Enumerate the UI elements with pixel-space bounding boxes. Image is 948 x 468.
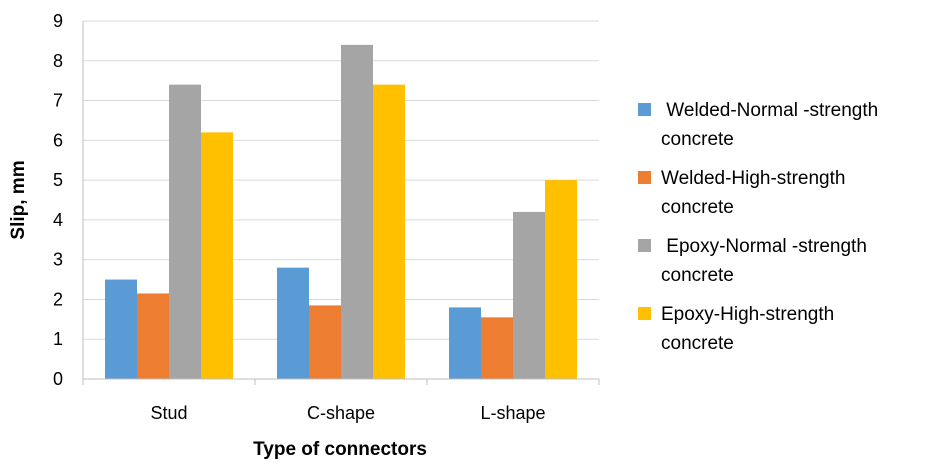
bar bbox=[277, 267, 309, 379]
legend-swatch bbox=[638, 307, 651, 320]
bar bbox=[201, 132, 233, 379]
legend-item: Welded-High-strength concrete bbox=[638, 164, 943, 222]
legend-label: Epoxy-Normal -strength concrete bbox=[661, 236, 867, 286]
legend-swatch bbox=[638, 171, 651, 184]
legend-label: Welded-High-strength concrete bbox=[661, 168, 846, 218]
bar bbox=[309, 305, 341, 379]
y-tick-label: 3 bbox=[53, 250, 63, 270]
y-tick-label: 9 bbox=[53, 11, 63, 31]
bar bbox=[545, 180, 577, 379]
legend: Welded-Normal -strength concrete Welded-H… bbox=[638, 96, 943, 368]
y-tick-label: 1 bbox=[53, 329, 63, 349]
legend-item: Epoxy-Normal -strength concrete bbox=[638, 232, 943, 290]
y-tick-label: 6 bbox=[53, 130, 63, 150]
bar bbox=[169, 84, 201, 380]
y-tick-label: 0 bbox=[53, 369, 63, 389]
x-tick-label: Stud bbox=[150, 403, 187, 423]
axes bbox=[82, 21, 600, 385]
bar bbox=[513, 211, 545, 379]
bar bbox=[373, 84, 405, 380]
x-axis-title: Type of connectors bbox=[253, 439, 427, 460]
legend-item: Welded-Normal -strength concrete bbox=[638, 96, 943, 154]
bar bbox=[341, 44, 373, 379]
y-tick-label: 7 bbox=[53, 91, 63, 111]
y-tick-label: 5 bbox=[53, 170, 63, 190]
y-axis-title: Slip, mm bbox=[8, 160, 29, 239]
bars bbox=[105, 44, 577, 380]
x-tick-label: L-shape bbox=[480, 403, 545, 423]
y-tick-label: 2 bbox=[53, 289, 63, 309]
legend-swatch bbox=[638, 103, 651, 116]
x-tick-labels: Stud C-shape L-shape bbox=[150, 403, 545, 423]
legend-swatch bbox=[638, 239, 651, 252]
legend-label: Welded-Normal -strength concrete bbox=[661, 100, 879, 150]
y-tick-label: 8 bbox=[53, 51, 63, 71]
bar bbox=[105, 279, 137, 379]
x-tick-label: C-shape bbox=[307, 403, 375, 423]
legend-label: Epoxy-High-strength concrete bbox=[661, 304, 835, 354]
legend-item: Epoxy-High-strength concrete bbox=[638, 300, 943, 358]
y-tick-labels: 0 1 2 3 4 5 6 7 8 9 bbox=[53, 11, 63, 389]
y-tick-label: 4 bbox=[53, 210, 63, 230]
bar bbox=[449, 307, 481, 379]
bar bbox=[481, 317, 513, 379]
bar bbox=[137, 293, 169, 379]
